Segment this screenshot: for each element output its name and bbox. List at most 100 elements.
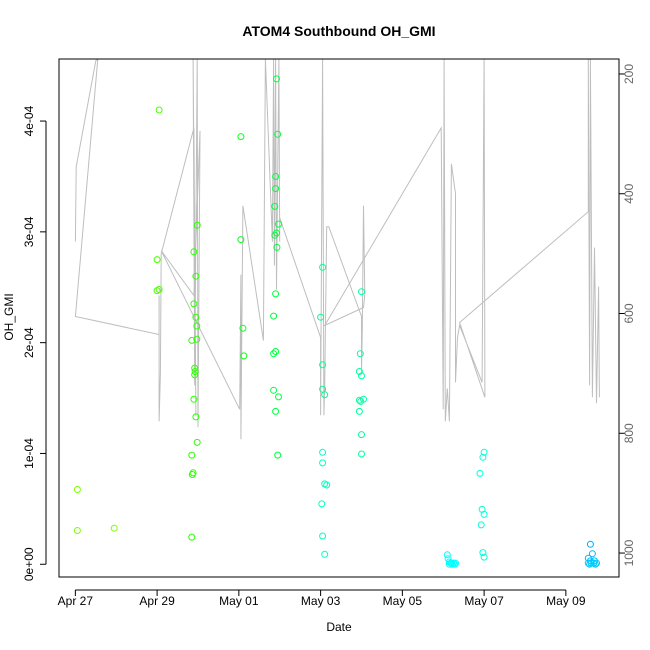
y-axis-label: OH_GMI: [2, 293, 16, 340]
data-point: [190, 300, 198, 308]
data-point: [317, 313, 325, 321]
data-point: [586, 540, 594, 548]
data-point: [237, 236, 245, 244]
data-point: [155, 106, 163, 114]
data-point: [476, 469, 484, 477]
data-point: [591, 560, 599, 568]
data-point: [237, 133, 245, 141]
x-tick-label: May 07: [464, 594, 504, 608]
data-point: [319, 532, 327, 540]
data-point: [188, 471, 196, 478]
data-point: [190, 395, 198, 403]
data-point: [590, 559, 598, 567]
data-point: [355, 407, 363, 415]
x-tick-label: May 03: [301, 594, 341, 608]
x-axis-label: Date: [326, 620, 352, 634]
x-tick-label: Apr 27: [58, 594, 94, 608]
x-tick-label: Apr 29: [139, 594, 175, 608]
data-point: [271, 231, 279, 239]
data-point: [73, 527, 81, 534]
data-point: [270, 312, 278, 320]
data-point: [192, 272, 200, 280]
data-point: [358, 372, 365, 380]
data-point: [239, 324, 247, 332]
data-point: [270, 350, 278, 358]
data-point: [191, 368, 199, 375]
data-point: [193, 221, 201, 229]
data-point: [593, 559, 600, 567]
data-point: [321, 550, 329, 558]
y2-tick-label: 600: [622, 303, 636, 323]
data-point: [193, 335, 201, 343]
y-tick-label: 4e-04: [22, 105, 36, 136]
data-point: [318, 500, 326, 508]
y2-tick-label: 1000: [622, 539, 636, 566]
data-point: [273, 75, 280, 83]
y-tick-label: 2e-04: [22, 327, 36, 358]
data-point: [275, 220, 282, 228]
pressure-trace-layer: [74, 59, 600, 440]
data-point: [588, 550, 596, 558]
plot-frame: [58, 58, 620, 578]
chart-title: ATOM4 Southbound OH_GMI: [242, 23, 435, 39]
data-point: [73, 486, 81, 493]
data-point: [272, 173, 280, 180]
data-point: [319, 263, 327, 271]
data-point: [188, 533, 196, 541]
data-point: [480, 553, 488, 561]
data-point: [273, 243, 281, 251]
data-point: [479, 549, 487, 557]
data-point: [272, 290, 280, 298]
data-point: [190, 248, 198, 256]
x-tick-label: May 01: [219, 594, 259, 608]
data-point: [270, 386, 278, 394]
x-tick-label: May 05: [383, 594, 423, 608]
data-point: [192, 313, 200, 321]
data-point: [188, 336, 196, 344]
data-point: [191, 371, 199, 379]
data-point: [480, 448, 488, 456]
data-point: [355, 396, 363, 404]
data-point: [193, 322, 201, 330]
data-point: [110, 524, 118, 532]
data-point: [323, 481, 331, 489]
x-tick-label: May 09: [546, 594, 586, 608]
axes-layer: Apr 27 Apr 29 May 01 May 03 May 05 May 07 May …: [22, 64, 636, 608]
y-tick-label: 0e+00: [22, 547, 36, 581]
data-point: [272, 348, 280, 355]
data-point: [358, 450, 365, 458]
data-point: [319, 448, 327, 456]
data-point: [480, 510, 488, 518]
data-points-layer: [73, 75, 600, 568]
data-point: [358, 288, 365, 296]
data-point: [448, 560, 456, 568]
y-tick-label: 1e-04: [22, 438, 36, 469]
data-point: [275, 393, 282, 401]
data-point: [450, 559, 457, 567]
data-point: [443, 551, 451, 559]
data-point: [274, 451, 282, 459]
data-point: [357, 397, 365, 405]
data-point: [319, 361, 327, 369]
data-point: [356, 350, 364, 358]
y2-tick-label: 200: [622, 64, 636, 84]
data-point: [274, 130, 282, 138]
data-point: [479, 453, 487, 461]
data-point: [153, 256, 161, 264]
data-point: [192, 413, 200, 421]
data-point: [193, 438, 201, 446]
data-point: [477, 521, 485, 529]
data-point: [321, 391, 329, 399]
data-point: [272, 407, 280, 415]
data-point: [358, 431, 365, 439]
pressure-trace-line: [74, 59, 600, 440]
data-point: [273, 229, 280, 237]
data-point: [355, 368, 363, 375]
data-point: [587, 559, 595, 567]
data-point: [240, 352, 248, 360]
data-point: [445, 560, 453, 568]
data-point: [271, 202, 279, 210]
data-point: [319, 459, 327, 467]
data-point: [584, 559, 592, 567]
